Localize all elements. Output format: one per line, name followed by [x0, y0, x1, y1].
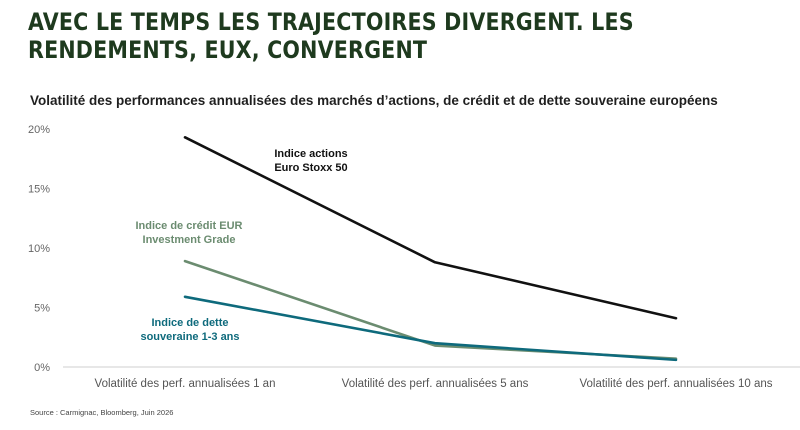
series-label-line: Indice de crédit EUR	[136, 220, 243, 232]
x-tick-label: Volatilité des perf. annualisées 1 an	[95, 378, 276, 390]
series-label-line: Investment Grade	[143, 234, 236, 246]
series-label-1: Indice actions Euro Stoxx 50	[274, 148, 347, 174]
x-tick-label: Volatilité des perf. annualisées 10 ans	[579, 378, 772, 390]
axis-group: 0% 5% 10% 15% 20% Volatilité des perf. annual…	[28, 124, 800, 390]
series-line-1	[183, 136, 678, 320]
series-label-3: Indice de dette souveraine 1-3 ans	[140, 317, 239, 343]
series-label-line: Indice actions	[274, 148, 347, 160]
series-labels: Indice actions Euro Stoxx 50 Indice de cré…	[136, 148, 348, 343]
y-tick-label: 0%	[34, 362, 50, 374]
y-tick-label: 20%	[28, 124, 50, 136]
series-label-line: Euro Stoxx 50	[274, 162, 347, 174]
source-note: Source : Carmignac, Bloomberg, Juin 2026	[30, 408, 174, 417]
series-label-line: souveraine 1-3 ans	[140, 331, 239, 343]
headline: AVEC LE TEMPS LES TRAJECTOIRES DIVERGENT…	[28, 8, 634, 64]
series-label-2: Indice de crédit EUR Investment Grade	[136, 220, 243, 246]
series-label-line: Indice de dette	[151, 317, 228, 329]
y-tick-label: 15%	[28, 184, 50, 196]
chart-title: Volatilité des performances annualisées …	[30, 93, 718, 108]
x-tick-label: Volatilité des perf. annualisées 5 ans	[342, 378, 529, 390]
series-lines	[183, 136, 678, 362]
series-line-3	[183, 295, 678, 362]
y-tick-label: 10%	[28, 243, 50, 255]
y-tick-label: 5%	[34, 303, 50, 315]
